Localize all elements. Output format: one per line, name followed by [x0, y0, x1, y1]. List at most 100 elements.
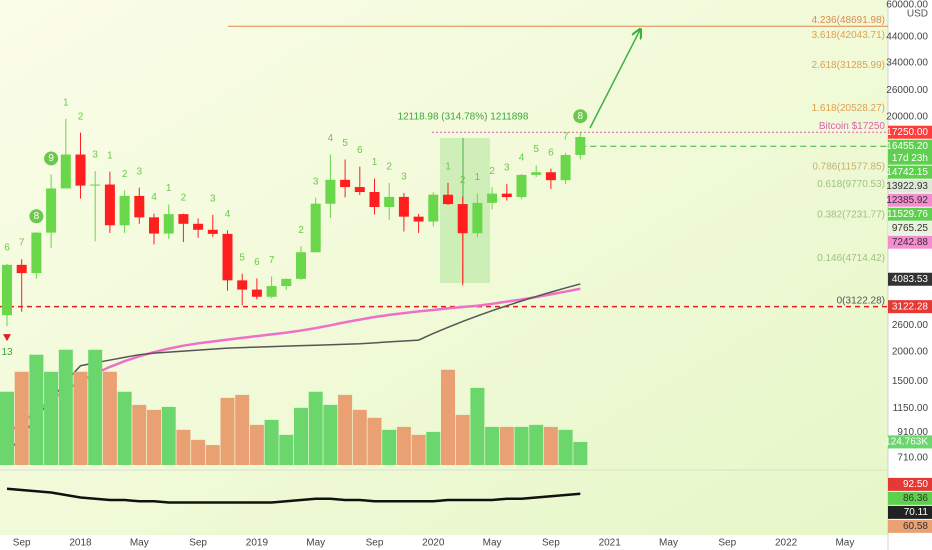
countdown-arrow	[3, 334, 11, 342]
volume-bar	[352, 409, 367, 465]
candle-body	[413, 216, 424, 222]
price-label-box	[888, 207, 932, 221]
measure-label: 12118.98 (314.78%) 1211898	[398, 112, 529, 123]
candle-body	[560, 154, 571, 181]
x-tick-label: May	[483, 538, 502, 549]
price-label-box	[888, 139, 932, 153]
candle-body	[501, 193, 512, 198]
candle-body	[104, 184, 115, 226]
td-count: 2	[122, 169, 128, 180]
oscillator-label: 70.11	[904, 507, 929, 518]
price-label-box	[888, 235, 932, 249]
td-count: 7	[563, 131, 569, 142]
volume-bar	[161, 406, 176, 465]
ma-line	[6, 283, 581, 455]
candle-body	[472, 202, 483, 234]
volume-bar	[132, 404, 147, 465]
candle-body	[266, 286, 277, 297]
x-tick-label: 2019	[246, 538, 269, 549]
y-tick-label: 20000.00	[886, 112, 928, 123]
td-count: 6	[254, 257, 260, 268]
td-count: 2	[298, 225, 304, 236]
volume-bar	[147, 409, 161, 465]
x-tick-label: May	[306, 538, 325, 549]
fib-label: 4.236(48691.98)	[812, 15, 885, 26]
oscillator-line	[6, 487, 581, 504]
td-count: 2	[460, 175, 466, 186]
price-label-box	[888, 165, 932, 179]
price-label-box	[888, 179, 932, 193]
volume-bar	[441, 369, 455, 465]
candle-body	[134, 195, 145, 218]
price-label-box	[888, 272, 932, 286]
candle-body	[2, 264, 12, 316]
candle-body	[296, 252, 306, 279]
candle-body	[531, 172, 542, 175]
candle-body	[354, 187, 365, 193]
volume-bar	[485, 426, 500, 465]
x-tick-label: 2018	[69, 538, 92, 549]
td-count: 6	[548, 147, 554, 158]
volume-bar	[323, 404, 338, 465]
candle-body	[31, 232, 42, 274]
td-count: 2	[489, 166, 495, 177]
volume-bar	[176, 429, 191, 465]
candle-body	[251, 289, 262, 297]
volume-bar	[499, 426, 514, 465]
x-tick-label: May	[835, 538, 854, 549]
volume-bar	[264, 419, 279, 465]
oscillator-label: 60.58	[903, 521, 928, 532]
candle-body	[237, 280, 248, 290]
volume-bar	[529, 424, 544, 465]
volume-bar	[514, 426, 529, 465]
y-tick-label: 60000.00	[886, 0, 928, 11]
price-label: 7242.88	[892, 237, 929, 248]
fib-label: 0.382(7231.77)	[817, 210, 885, 221]
candle-body	[443, 194, 453, 205]
volume-bar	[543, 426, 558, 465]
td-count: 2	[181, 192, 187, 203]
fib-label: Bitcoin $17250	[819, 121, 886, 132]
price-label: 13922.93	[886, 181, 928, 192]
x-tick-label: Sep	[542, 538, 560, 549]
oscillator-label-box	[888, 491, 932, 505]
td-count: 1	[166, 183, 172, 194]
candle-body	[310, 203, 321, 253]
fib-label: 1.618(20528.27)	[812, 103, 885, 114]
volume-bar	[455, 414, 470, 465]
fib-label: 3.618(42043.71)	[812, 30, 885, 41]
volume-bar	[117, 391, 132, 465]
candle-body	[90, 184, 101, 186]
volume-bar	[558, 429, 573, 465]
candle-body	[222, 233, 233, 281]
volume-bar	[102, 371, 117, 465]
volume-bar	[249, 424, 264, 465]
volume-bar	[426, 431, 441, 465]
candle-body	[340, 179, 351, 188]
volume-bar	[73, 371, 88, 465]
volume-bar	[382, 429, 397, 465]
volume-bar	[205, 445, 220, 465]
td-count: 3	[137, 166, 143, 177]
price-label: 4083.53	[892, 274, 929, 285]
price-label: 3122.28	[892, 301, 929, 312]
candle-body	[384, 196, 395, 207]
td-circle	[44, 151, 59, 166]
oscillator-label: 86.36	[903, 493, 928, 504]
y-tick-label: 910.00	[897, 427, 928, 438]
td-count: 1	[445, 162, 451, 173]
price-label: 12385.92	[886, 195, 928, 206]
td-count: 5	[342, 138, 348, 149]
candle-body	[325, 179, 336, 204]
candle-body	[149, 217, 159, 234]
candle-body	[119, 195, 130, 226]
td-count: 8	[34, 211, 40, 222]
candle-body	[398, 196, 409, 217]
volume-bar	[191, 439, 206, 465]
x-tick-label: May	[130, 538, 149, 549]
price-label-box	[888, 300, 932, 314]
td-count: 7	[19, 238, 25, 249]
oscillator-label-box	[888, 477, 932, 491]
volume-label: 124.763K	[885, 437, 928, 448]
td-count: 1	[63, 97, 69, 108]
